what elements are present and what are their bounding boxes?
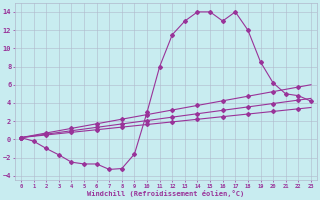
X-axis label: Windchill (Refroidissement éolien,°C): Windchill (Refroidissement éolien,°C): [87, 190, 244, 197]
